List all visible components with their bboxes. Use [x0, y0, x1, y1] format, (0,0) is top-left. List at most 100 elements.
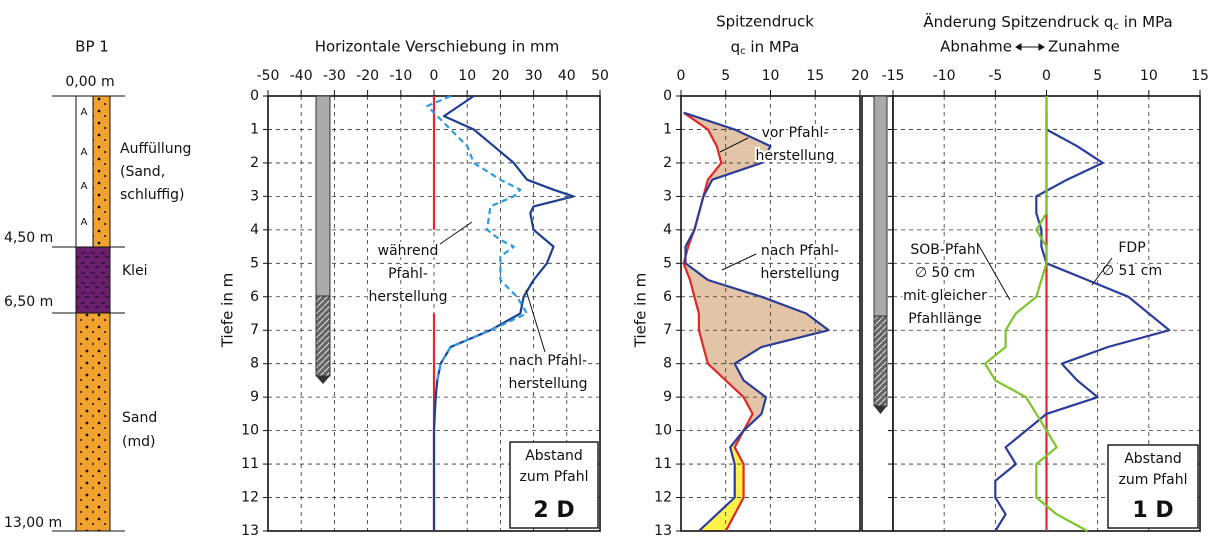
layer-label: (Sand,: [120, 164, 165, 180]
chart-title: Änderung Spitzendruck qc in MPa: [923, 12, 1172, 33]
depth-label: 0,00 m: [65, 74, 114, 90]
x-tick-label: -50: [257, 68, 280, 84]
difference-fill: [735, 481, 744, 498]
annotation: herstellung: [508, 376, 587, 392]
annotation: nach Pfahl-: [761, 243, 839, 259]
fill-symbol: A: [81, 217, 88, 228]
x-tick-label: 15: [806, 68, 824, 84]
layer-label: Klei: [122, 263, 148, 279]
y-tick-label: 0: [250, 88, 259, 104]
pile-shaft: [316, 96, 330, 296]
layer-label: schluffig): [120, 187, 185, 203]
y-tick-label: 13: [654, 523, 672, 537]
y-tick-label: 9: [663, 389, 672, 405]
layer-label: Auffüllung: [120, 141, 191, 157]
y-tick-label: 3: [250, 188, 259, 204]
depth-label: 13,00 m: [4, 515, 62, 531]
depth-label: 6,50 m: [4, 294, 53, 310]
note-text: zum Pfahl: [519, 469, 588, 485]
borehole-title: BP 1: [75, 38, 109, 56]
pile-shaft: [874, 96, 887, 316]
annotation: mit gleicher: [903, 288, 987, 304]
note-text: zum Pfahl: [1118, 472, 1187, 488]
subtitle-part: in MPa: [746, 38, 800, 56]
borehole: BP 1 A A A A 0,00 m 4,50 m 6,50 m 13,00 …: [4, 38, 191, 532]
title-part: Änderung Spitzendruck q: [923, 12, 1113, 31]
direction-arrow: [1016, 44, 1044, 50]
chart-title: Horizontale Verschiebung in mm: [315, 38, 560, 56]
x-tick-label: 40: [558, 68, 576, 84]
x-tick-label: 0: [1042, 68, 1051, 84]
annotation: herstellung: [368, 289, 447, 305]
y-axis-label: Tiefe in m: [219, 273, 237, 348]
depth-label: 4,50 m: [4, 230, 53, 246]
chart-subtitle: Abnahme: [940, 38, 1012, 56]
y-tick-label: 1: [663, 121, 672, 137]
annotation: herstellung: [755, 148, 834, 164]
x-tick-label: 0: [677, 68, 686, 84]
y-tick-label: 13: [241, 523, 259, 537]
y-tick-label: 10: [241, 423, 259, 439]
x-tick-label: 5: [721, 68, 730, 84]
y-tick-label: 9: [250, 389, 259, 405]
layer-label: (md): [122, 434, 155, 450]
fill-symbol: A: [81, 181, 88, 192]
y-tick-label: 5: [663, 255, 672, 271]
x-tick-label: -10: [389, 68, 412, 84]
x-tick-label: -15: [882, 68, 905, 84]
layer-label: Sand: [122, 410, 157, 426]
subtitle-part: q: [731, 38, 741, 56]
note-text: Abstand: [525, 448, 583, 464]
y-tick-label: 12: [241, 490, 259, 506]
y-tick-label: 1: [250, 121, 259, 137]
x-tick-label: 5: [1093, 68, 1102, 84]
y-tick-label: 8: [663, 356, 672, 372]
annotation: Pfahllänge: [908, 311, 982, 327]
note-emphasis: 2 D: [533, 498, 574, 523]
klei-layer: [76, 247, 110, 313]
annotation: SOB-Pfahl: [910, 242, 979, 258]
chart-subtitle: Zunahme: [1048, 38, 1120, 56]
y-tick-label: 5: [250, 255, 259, 271]
x-tick-label: 50: [591, 68, 609, 84]
x-tick-label: 10: [762, 68, 780, 84]
pile-tool: [874, 316, 887, 406]
y-tick-label: 11: [654, 456, 672, 472]
sand-layer: [76, 313, 110, 531]
note-text: Abstand: [1124, 451, 1182, 467]
x-tick-label: -30: [323, 68, 346, 84]
y-tick-label: 8: [250, 356, 259, 372]
y-tick-label: 7: [663, 322, 672, 338]
annotation: nach Pfahl-: [509, 353, 587, 369]
figure: BP 1 A A A A 0,00 m 4,50 m 6,50 m 13,00 …: [0, 0, 1218, 537]
y-tick-label: 3: [663, 188, 672, 204]
x-tick-label: -10: [933, 68, 956, 84]
y-axis-label: Tiefe in m: [632, 273, 650, 348]
pile-tool: [316, 296, 330, 376]
annotation: Pfahl-: [388, 266, 428, 282]
x-tick-label: 0: [430, 68, 439, 84]
annotation: vor Pfahl-: [762, 125, 829, 141]
x-tick-label: 30: [525, 68, 543, 84]
fill-symbol: A: [81, 107, 88, 118]
y-tick-label: 2: [250, 155, 259, 171]
annotation: herstellung: [760, 266, 839, 282]
annotation: ∅ 51 cm: [1102, 263, 1162, 279]
x-tick-label: 15: [1191, 68, 1209, 84]
y-tick-label: 4: [250, 222, 259, 238]
x-tick-label: -40: [290, 68, 313, 84]
x-tick-label: 20: [491, 68, 509, 84]
y-tick-label: 7: [250, 322, 259, 338]
annotation: während: [378, 243, 439, 259]
y-tick-label: 11: [241, 456, 259, 472]
annotation: ∅ 50 cm: [915, 265, 975, 281]
y-tick-label: 10: [654, 423, 672, 439]
note-emphasis: 1 D: [1132, 498, 1173, 523]
x-tick-label: 10: [1140, 68, 1158, 84]
x-tick-label: -20: [356, 68, 379, 84]
title-part: in MPa: [1119, 13, 1173, 31]
y-tick-label: 6: [663, 289, 672, 305]
y-tick-label: 12: [654, 490, 672, 506]
difference-fill: [735, 464, 744, 481]
